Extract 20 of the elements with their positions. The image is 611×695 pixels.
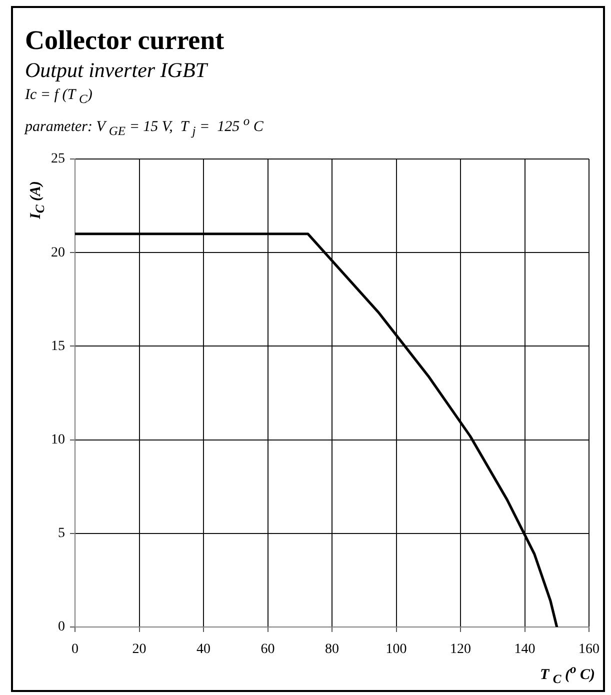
y-tick-label: 20 (51, 245, 65, 260)
y-tick-label: 0 (58, 620, 65, 635)
x-tick-label: 140 (514, 642, 536, 658)
text: parameter: V $_{GE}$ = 15 V, T $_{j}$ = 125 $^{o}$ C (25, 114, 264, 138)
x-tick-label: 160 (578, 642, 600, 658)
y-tick-label: 10 (51, 432, 65, 448)
chart-subtitle: Output inverter IGBT (25, 58, 207, 82)
chart-title: Collector current (25, 25, 224, 55)
y-tick-label: 5 (58, 526, 65, 542)
x-tick-label: 120 (450, 642, 471, 658)
text: Ic = f (T $_{C}$) (25, 87, 92, 106)
x-tick-label: 60 (260, 642, 275, 658)
x-tick-label: 100 (386, 642, 407, 658)
x-tick-label: 40 (196, 642, 210, 658)
x-axis-title: T $_{C}$ ($^{o}$ C) (540, 662, 595, 686)
x-tick-label: 20 (132, 642, 146, 658)
y-tick-label: 25 (51, 152, 65, 167)
y-tick-label: 15 (51, 338, 65, 354)
x-tick-label: 0 (72, 642, 78, 658)
x-tick-label: 80 (325, 642, 339, 658)
